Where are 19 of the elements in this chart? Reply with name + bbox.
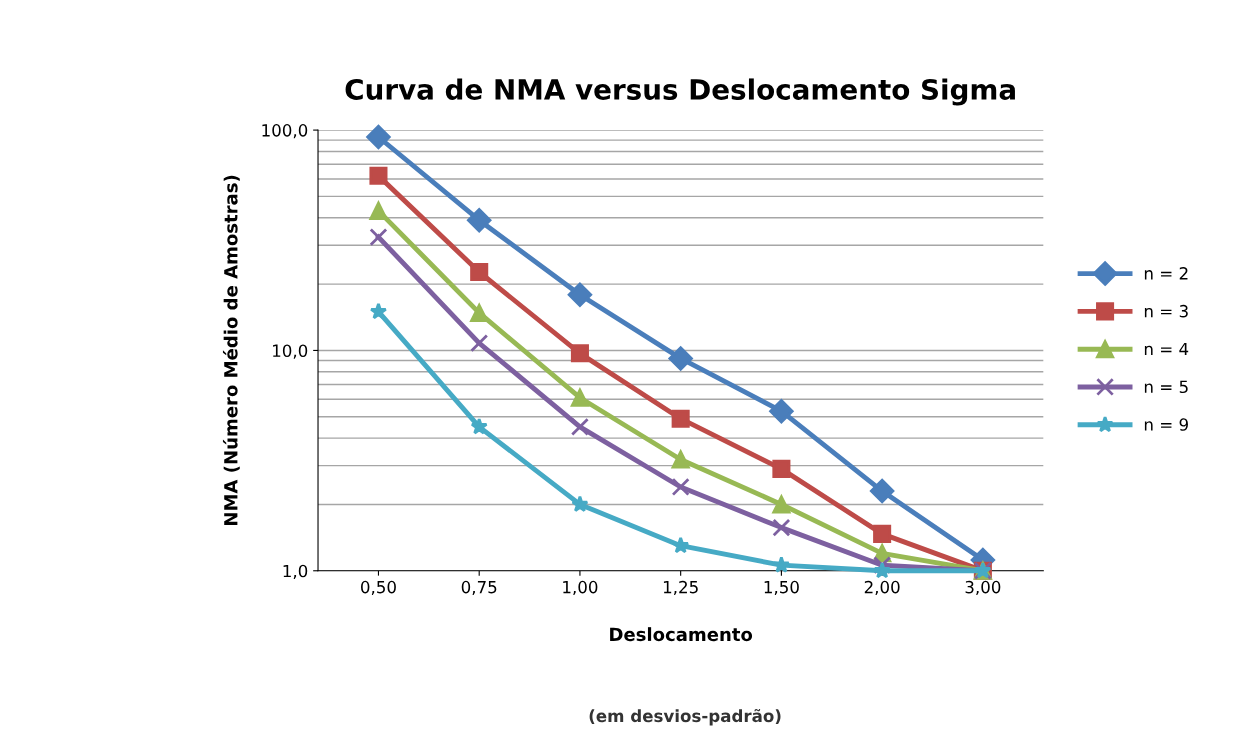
x-tick-label: 3,00 [965,580,1001,596]
x-tick-label: 1,00 [563,580,598,596]
legend-label: n = 5 [1144,380,1188,394]
text: (em desvios-padrão) [589,708,781,726]
legend-label: n = 4 [1144,342,1189,356]
x-tick-label: 1,25 [663,580,698,596]
chart-title: Curva de NMA versus Deslocamento Sigma [345,78,1015,106]
legend-label: n = 2 [1144,267,1188,280]
legend-label: n = 9 [1144,418,1188,431]
x-tick-label: 0,75 [461,580,497,596]
y-tick-label: 10,0 [273,344,308,359]
y-tick-label: 1,0 [283,564,308,580]
legend-label: n = 3 [1144,304,1188,318]
x-tick-label: 1,50 [764,580,799,596]
y-axis-title: NMA (Número Médio de Amostras) [222,175,240,525]
x-axis-title: Deslocamento [610,627,753,642]
x-tick-label: 0,50 [361,580,396,596]
x-tick-label: 2,00 [864,580,900,596]
y-tick-label: 100,0 [262,124,308,139]
